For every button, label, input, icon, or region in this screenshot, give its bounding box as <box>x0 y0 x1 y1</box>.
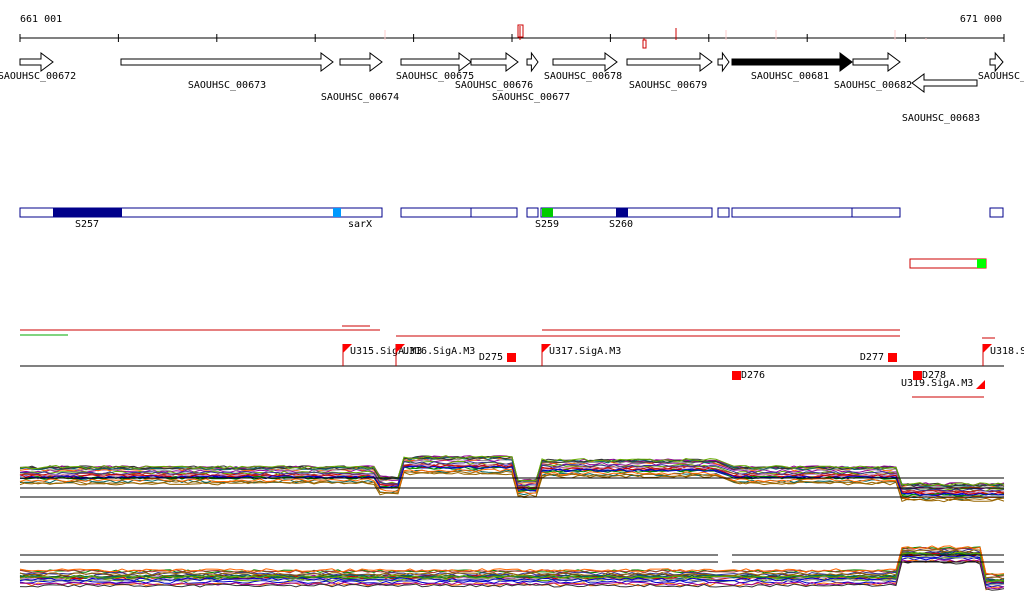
expression-profile <box>19 549 1005 580</box>
gene-label: SAOUHSC_00673 <box>188 80 266 91</box>
gene-arrow <box>339 52 383 72</box>
segment-box <box>717 207 730 218</box>
segment-label: S260 <box>609 219 633 230</box>
gene-arrow <box>731 52 853 72</box>
terminator <box>507 353 516 362</box>
gene-arrow <box>989 51 1004 73</box>
gene-label: SAOUHSC_00677 <box>492 92 570 103</box>
gene-label: SAOUHSC_00682 <box>834 80 912 91</box>
expression-profile <box>19 551 1005 583</box>
expression-profile <box>19 545 1005 575</box>
promoter-label: U317.SigA.M3 <box>549 346 621 357</box>
segment-label: sarX <box>348 219 372 230</box>
axis-start: 661 001 <box>20 14 62 25</box>
gene-arrow <box>626 52 713 72</box>
gene-arrow <box>120 52 334 72</box>
gene-label: SAOUHSC_00676 <box>455 80 533 91</box>
gene-label: SAOUHSC_00675 <box>396 71 474 82</box>
segment-box <box>731 207 901 218</box>
terminator-label: D278 <box>922 370 946 381</box>
promoter-label: U316.SigA.M3 <box>403 346 475 357</box>
segment-box <box>989 207 1004 218</box>
gene-label: SAOUHSC_00674 <box>321 92 399 103</box>
gene-label: SAOUHSC_00672 <box>0 71 76 82</box>
expression-profile <box>19 464 1005 495</box>
promoter-flag <box>396 344 405 353</box>
gene-arrow <box>911 73 978 93</box>
gene-label: SAOUHSC_00683 <box>902 113 980 124</box>
terminator-label: D275 <box>479 352 503 363</box>
gene-arrow <box>470 52 519 72</box>
gene-arrow <box>852 52 901 72</box>
terminator-label: D276 <box>741 370 765 381</box>
expression-profile <box>19 456 1005 487</box>
expression-profile <box>19 546 1005 578</box>
segment-box <box>400 207 518 218</box>
expression-profile <box>19 554 1004 586</box>
gene-label: SAOUHSC_00681 <box>751 71 829 82</box>
terminator <box>732 371 741 380</box>
expression-box <box>909 258 987 269</box>
gene-arrow <box>400 52 472 72</box>
expression-profile <box>19 468 1005 499</box>
promoter-label: U315.SigA.M3 <box>350 346 422 357</box>
segment-label: S257 <box>75 219 99 230</box>
expression-profile <box>19 558 1005 590</box>
gene-arrow <box>552 52 618 72</box>
segment-fill <box>616 208 628 217</box>
expression-profile <box>19 455 1005 486</box>
segment-fill <box>333 208 341 217</box>
gene-label: SAOUHSC_00684 <box>978 71 1024 82</box>
gene-arrow <box>717 51 730 73</box>
segment-box <box>19 207 383 218</box>
segment-label: S259 <box>535 219 559 230</box>
gene-arrow <box>19 52 54 72</box>
gene-label: SAOUHSC_00679 <box>629 80 707 91</box>
promoter-flag <box>542 344 551 353</box>
terminator-label: D277 <box>860 352 884 363</box>
coverage-mark <box>517 24 524 38</box>
expression-fill <box>977 259 986 268</box>
promoter-flag <box>343 344 352 353</box>
terminator <box>888 353 897 362</box>
promoter-label: U318.SigA.M3 <box>990 346 1024 357</box>
terminator <box>913 371 922 380</box>
segment-box <box>526 207 539 218</box>
axis-end: 671 000 <box>960 14 1002 25</box>
coverage-mark <box>642 39 647 49</box>
expression-profile <box>19 554 1005 586</box>
promoter-label: U319.SigA.M3 <box>901 378 973 389</box>
gene-label: SAOUHSC_00678 <box>544 71 622 82</box>
expression-profile <box>19 560 1005 591</box>
promoter-flag <box>976 380 985 389</box>
segment-fill <box>542 208 553 217</box>
gene-arrow <box>526 51 539 73</box>
segment-fill <box>53 208 122 217</box>
promoter-flag <box>983 344 992 353</box>
